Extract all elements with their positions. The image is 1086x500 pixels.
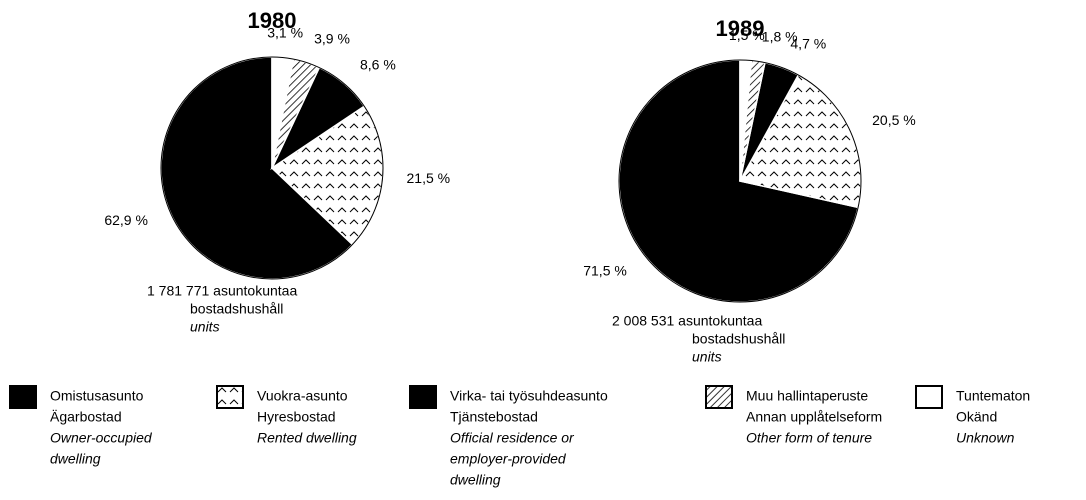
- value-label: 3,1 %: [267, 24, 303, 40]
- legend-label: Unknown: [956, 430, 1015, 446]
- legend-label: Owner-occupied: [50, 430, 153, 446]
- value-label: 8,6 %: [360, 56, 396, 72]
- total-note: bostadshushåll: [190, 301, 283, 317]
- total-note: bostadshushåll: [692, 331, 785, 347]
- total-note: units: [692, 349, 722, 365]
- legend-label: Annan upplåtelseform: [746, 409, 882, 425]
- legend-label: dwelling: [50, 451, 101, 467]
- pie-outline: [618, 59, 862, 303]
- pie-title: 1980: [248, 8, 297, 33]
- legend-swatch: [409, 385, 437, 409]
- legend-label: Official residence or: [450, 430, 575, 446]
- legend-label: Vuokra-asunto: [257, 388, 348, 404]
- pie-title: 1989: [716, 16, 765, 41]
- pie-outline: [160, 56, 384, 280]
- value-label: 20,5 %: [872, 112, 916, 128]
- value-label: 1,5 %: [729, 27, 765, 43]
- value-label: 21,5 %: [407, 170, 451, 186]
- legend-swatch: [9, 385, 37, 409]
- total-note: 1 781 771 asuntokuntaa: [147, 283, 297, 299]
- value-label: 3,9 %: [314, 30, 350, 46]
- legend-label: Rented dwelling: [257, 430, 357, 446]
- legend-label: Omistusasunto: [50, 388, 144, 404]
- legend-label: Hyresbostad: [257, 409, 336, 425]
- legend-label: dwelling: [450, 472, 501, 488]
- legend-swatch: [216, 385, 244, 409]
- value-label: 62,9 %: [104, 212, 148, 228]
- legend-swatch: [915, 385, 943, 409]
- legend-label: Other form of tenure: [746, 430, 872, 446]
- legend-label: Tuntematon: [956, 388, 1030, 404]
- legend-label: employer-provided: [450, 451, 567, 467]
- legend-swatch: [705, 385, 733, 409]
- legend-label: Muu hallintaperuste: [746, 388, 868, 404]
- legend-label: Tjänstebostad: [450, 409, 538, 425]
- legend-label: Okänd: [956, 409, 997, 425]
- value-label: 1,8 %: [762, 28, 798, 44]
- legend-label: Virka- tai työsuhdeasunto: [450, 388, 608, 404]
- legend-label: Ägarbostad: [50, 409, 122, 425]
- total-note: units: [190, 319, 220, 335]
- value-label: 4,7 %: [790, 36, 826, 52]
- total-note: 2 008 531 asuntokuntaa: [612, 313, 762, 329]
- value-label: 71,5 %: [583, 262, 627, 278]
